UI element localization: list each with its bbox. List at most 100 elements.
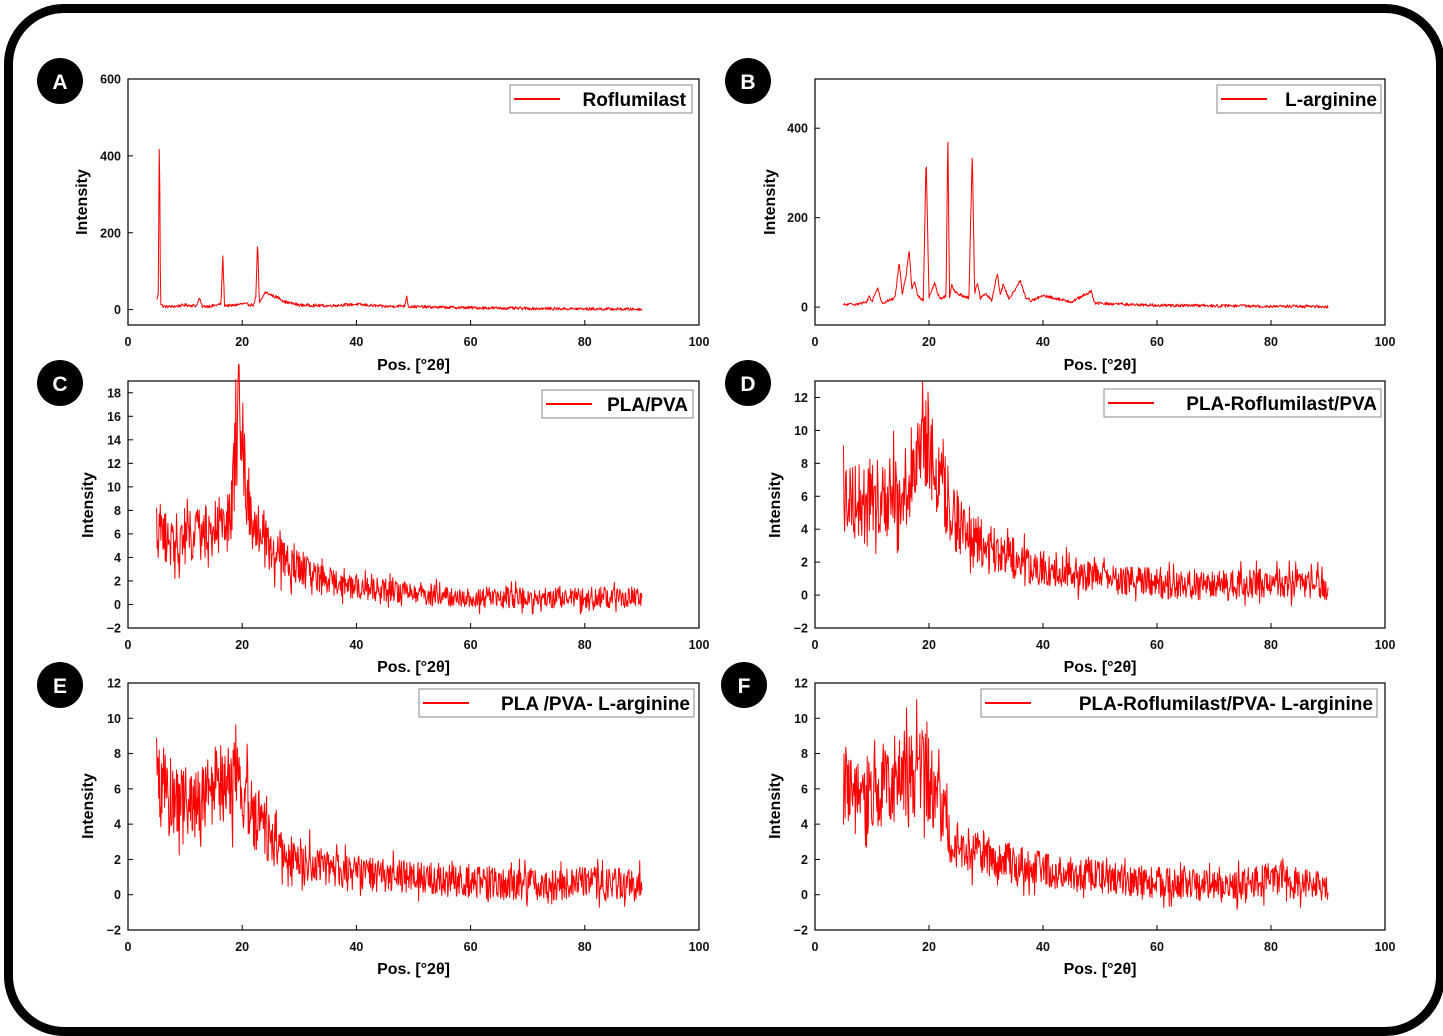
x-tick-label: 100 bbox=[689, 335, 710, 349]
y-tick-label: 16 bbox=[107, 410, 121, 424]
x-axis-label: Pos. [°2θ] bbox=[377, 357, 450, 374]
legend-label: PLA-Roflumilast/PVA bbox=[1186, 394, 1377, 415]
y-tick-label: 12 bbox=[794, 677, 808, 691]
x-tick-label: 40 bbox=[1036, 335, 1050, 349]
y-tick-label: −2 bbox=[794, 924, 808, 938]
x-axis-label: Pos. [°2θ] bbox=[1064, 961, 1137, 978]
y-tick-label: 4 bbox=[114, 818, 121, 832]
x-tick-label: 20 bbox=[235, 940, 249, 954]
x-tick-label: 40 bbox=[349, 940, 363, 954]
x-tick-label: 80 bbox=[1264, 940, 1278, 954]
y-tick-label: 8 bbox=[114, 747, 121, 761]
y-tick-label: 10 bbox=[107, 480, 121, 494]
y-tick-label: 8 bbox=[114, 504, 121, 518]
y-tick-label: 4 bbox=[801, 523, 808, 537]
y-tick-label: 0 bbox=[801, 301, 808, 315]
y-tick-label: 200 bbox=[100, 226, 121, 240]
y-tick-label: 0 bbox=[114, 888, 121, 902]
y-tick-label: 400 bbox=[787, 122, 808, 136]
y-tick-label: 10 bbox=[107, 712, 121, 726]
series-line bbox=[844, 700, 1329, 910]
y-tick-label: 600 bbox=[100, 73, 121, 87]
y-tick-label: 0 bbox=[801, 589, 808, 603]
y-tick-label: 2 bbox=[801, 853, 808, 867]
y-axis-label: Intensity bbox=[767, 773, 784, 839]
plot-frame bbox=[128, 683, 699, 930]
panel-c-badge-label: C bbox=[52, 373, 67, 396]
y-tick-label: −2 bbox=[794, 622, 808, 636]
x-tick-label: 100 bbox=[689, 940, 710, 954]
y-tick-label: 8 bbox=[801, 747, 808, 761]
panel-d-badge-label: D bbox=[740, 373, 755, 396]
y-tick-label: 0 bbox=[801, 888, 808, 902]
y-tick-label: 18 bbox=[107, 386, 121, 400]
x-tick-label: 20 bbox=[235, 638, 249, 652]
x-tick-label: 20 bbox=[922, 940, 936, 954]
series-line bbox=[157, 725, 642, 907]
y-tick-label: 14 bbox=[107, 433, 121, 447]
y-axis-ticks: −2 0 2 4 6 8 10 12 bbox=[107, 677, 133, 938]
panel-a-badge-label: A bbox=[52, 71, 67, 94]
y-axis-label: Intensity bbox=[74, 169, 91, 235]
x-tick-label: 0 bbox=[125, 335, 132, 349]
plot-frame bbox=[815, 683, 1385, 930]
plot-frame bbox=[815, 79, 1385, 325]
x-tick-label: 0 bbox=[125, 940, 132, 954]
x-tick-label: 60 bbox=[464, 335, 478, 349]
y-axis-label: Intensity bbox=[767, 472, 784, 538]
y-tick-label: 6 bbox=[114, 527, 121, 541]
x-tick-label: 100 bbox=[1375, 940, 1396, 954]
x-tick-label: 40 bbox=[349, 638, 363, 652]
y-tick-label: 400 bbox=[100, 149, 121, 163]
x-tick-label: 100 bbox=[1375, 638, 1396, 652]
x-tick-label: 40 bbox=[1036, 940, 1050, 954]
x-tick-label: 80 bbox=[1264, 335, 1278, 349]
y-tick-label: 4 bbox=[801, 818, 808, 832]
y-tick-label: 2 bbox=[114, 853, 121, 867]
x-tick-label: 40 bbox=[1036, 638, 1050, 652]
series-polyline bbox=[157, 725, 642, 907]
series-line bbox=[843, 130, 1328, 308]
y-tick-label: 10 bbox=[794, 712, 808, 726]
x-tick-label: 0 bbox=[812, 335, 819, 349]
y-tick-label: 0 bbox=[114, 303, 121, 317]
legend-label: PLA /PVA- L-arginine bbox=[501, 694, 690, 715]
x-tick-label: 20 bbox=[922, 335, 936, 349]
x-tick-label: 80 bbox=[578, 335, 592, 349]
x-axis-label: Pos. [°2θ] bbox=[377, 659, 450, 676]
panel-e-badge-label: E bbox=[53, 675, 67, 698]
series-polyline bbox=[844, 142, 1329, 308]
plot-frame bbox=[128, 79, 699, 325]
y-tick-label: 12 bbox=[107, 677, 121, 691]
x-tick-label: 60 bbox=[464, 940, 478, 954]
y-tick-label: −2 bbox=[107, 924, 121, 938]
x-tick-label: 0 bbox=[125, 638, 132, 652]
legend-label: Roflumilast bbox=[583, 90, 687, 111]
series-line bbox=[157, 125, 642, 311]
y-tick-label: 6 bbox=[801, 782, 808, 796]
x-axis-label: Pos. [°2θ] bbox=[1064, 659, 1137, 676]
legend-label: PLA-Roflumilast/PVA- L-arginine bbox=[1079, 694, 1373, 715]
y-tick-label: 4 bbox=[114, 551, 121, 565]
y-tick-label: 200 bbox=[787, 211, 808, 225]
x-tick-label: 80 bbox=[1264, 638, 1278, 652]
panel-b-badge-label: B bbox=[740, 71, 755, 94]
y-tick-label: 6 bbox=[114, 782, 121, 796]
y-tick-label: −2 bbox=[107, 622, 121, 636]
y-axis-label: Intensity bbox=[80, 472, 97, 538]
x-tick-label: 60 bbox=[1150, 638, 1164, 652]
y-tick-label: 12 bbox=[107, 457, 121, 471]
legend-label: PLA/PVA bbox=[607, 395, 688, 416]
y-tick-label: 2 bbox=[801, 556, 808, 570]
x-tick-label: 100 bbox=[689, 638, 710, 652]
